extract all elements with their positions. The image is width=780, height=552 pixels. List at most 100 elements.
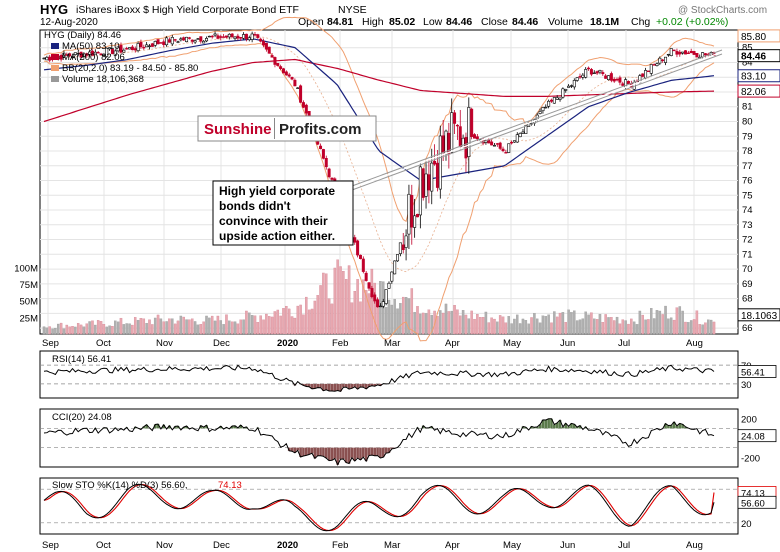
volume-bar	[393, 299, 396, 335]
volume-bar	[436, 316, 439, 335]
volume-bar	[62, 328, 66, 335]
candle-body	[703, 53, 707, 56]
volume-bar	[285, 305, 288, 335]
volume-bar	[669, 317, 673, 335]
volume-bar	[410, 288, 414, 335]
cci-oversold-fill	[287, 447, 396, 465]
volume-bar	[678, 306, 682, 335]
candle-body	[592, 72, 596, 74]
candle-body	[701, 52, 705, 58]
volume-bar	[296, 305, 299, 335]
volume-bar	[684, 321, 687, 335]
price-axis: 8584838281807978777675747372717069686766	[742, 43, 753, 334]
volume-bar	[148, 319, 151, 335]
volume-bar	[156, 314, 160, 335]
volume-bar	[153, 317, 157, 335]
volume-value: 18.1M	[590, 16, 619, 28]
price-panel	[39, 16, 739, 342]
x-tick-label: Oct	[96, 338, 111, 349]
candle-body	[401, 244, 405, 251]
volume-bar	[384, 307, 388, 335]
sto-k-line	[43, 483, 715, 532]
candle-body	[538, 111, 542, 114]
candle-body	[244, 33, 248, 40]
volume-bar	[695, 310, 699, 335]
volume-bar	[473, 318, 476, 335]
price-marker-badge	[737, 84, 780, 98]
volume-bar	[518, 323, 522, 335]
candle-body	[415, 213, 419, 218]
candle-body	[93, 51, 97, 55]
price-tick-label: 74	[742, 205, 753, 216]
volume-bar	[501, 316, 505, 335]
volume-bar	[601, 322, 605, 335]
volume-bar	[145, 323, 148, 335]
price-markers: 85.80 84.46 83.10 82.06 18.1063	[737, 29, 780, 322]
volume-bar	[245, 310, 248, 335]
candle-body	[587, 67, 591, 70]
volume-bar	[305, 296, 308, 335]
candle-body	[418, 166, 422, 216]
volume-bar	[273, 311, 277, 335]
volume-bar	[607, 317, 610, 335]
volume-bar	[444, 303, 448, 335]
candle-body	[387, 282, 391, 289]
volume-bar	[287, 308, 291, 335]
volume-bar	[675, 307, 679, 335]
candle-body	[119, 45, 123, 53]
volume-bar	[239, 319, 242, 335]
volume-bar	[96, 320, 100, 335]
volume-bar	[210, 315, 214, 335]
volume-bar	[325, 273, 328, 335]
volume-bar	[667, 318, 670, 335]
candle-body	[71, 56, 75, 58]
volume-bar	[82, 326, 86, 335]
volume-bar	[470, 310, 473, 335]
volume-bar	[712, 321, 716, 335]
candle-body	[153, 41, 157, 46]
volume-bar	[707, 319, 710, 335]
volume-bar	[644, 319, 647, 335]
candle-body	[604, 75, 608, 79]
price-marker-badge	[737, 29, 780, 43]
volume-bar	[68, 326, 71, 335]
volume-bar	[54, 327, 57, 335]
candle-body	[501, 148, 505, 152]
candle-body	[572, 80, 576, 88]
candle-body	[490, 141, 494, 146]
volume-bar	[490, 317, 493, 335]
candle-body	[319, 145, 323, 150]
candle-body	[649, 64, 653, 74]
price-tick-label: 76	[742, 176, 753, 187]
volume-bar	[176, 320, 180, 335]
volume-bar	[650, 308, 653, 335]
candle-body	[105, 47, 109, 57]
candle-body	[473, 134, 477, 139]
volume-bar	[516, 314, 519, 335]
candle-body	[615, 78, 619, 81]
volume-bar	[162, 321, 165, 335]
volume-bar	[655, 310, 659, 335]
volume-bar	[698, 324, 701, 335]
volume-bar	[213, 320, 217, 335]
candle-body	[555, 97, 559, 100]
x-tick-label: Apr	[445, 540, 460, 551]
sto-tick-label: 20	[741, 519, 752, 530]
candle-body	[324, 158, 328, 168]
volume-bar	[615, 316, 619, 335]
candle-body	[364, 272, 368, 281]
volume-bar	[105, 326, 108, 335]
volume-bar	[439, 310, 442, 335]
rsi-tick-label: 56.41	[741, 367, 765, 378]
volume-bar	[293, 317, 297, 335]
candle-body	[179, 38, 183, 41]
volume-bar	[404, 297, 408, 335]
volume-bar	[259, 315, 262, 335]
candle-body	[287, 74, 291, 77]
cci-tick-label: -200	[741, 453, 760, 464]
volume-bar	[555, 316, 559, 335]
candle-body	[279, 66, 283, 69]
low-label: Low	[423, 16, 443, 28]
x-tick-label: Nov	[156, 540, 173, 551]
volume-bar	[453, 305, 456, 335]
